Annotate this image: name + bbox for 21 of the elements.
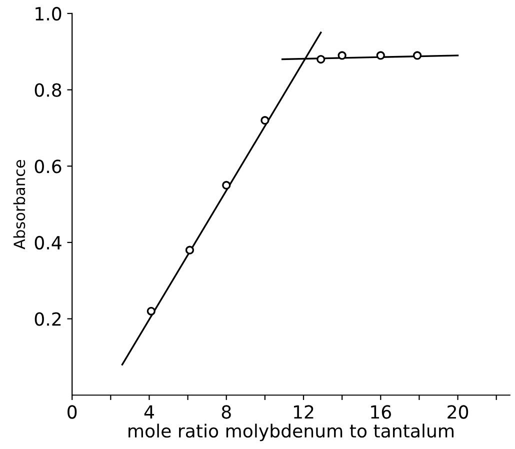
y-tick-label: 0.6 <box>34 160 62 174</box>
point <box>376 51 385 60</box>
point <box>412 51 422 60</box>
x-tick-label: 16 <box>371 405 391 419</box>
y-tick-label: 0.2 <box>34 312 61 326</box>
x-tick-label: 8 <box>222 405 231 419</box>
y-tick-label: 0.4 <box>34 236 62 250</box>
point <box>338 51 346 60</box>
y-axis-title: Absorbance <box>13 160 26 250</box>
y-tick-label: 1.0 <box>36 6 62 21</box>
point <box>222 180 231 190</box>
point <box>316 54 326 64</box>
y-tick-label: 0.8 <box>34 83 62 97</box>
point <box>185 246 194 254</box>
point <box>146 306 156 316</box>
x-tick-label: 20 <box>448 405 468 419</box>
x-tick-label: 12 <box>294 405 314 419</box>
x-tick-label: 4 <box>144 405 154 419</box>
point <box>260 116 270 125</box>
x-axis-title: mole ratio molybdenum to tantalum <box>128 424 454 442</box>
x-tick-label: 0 <box>68 405 77 419</box>
